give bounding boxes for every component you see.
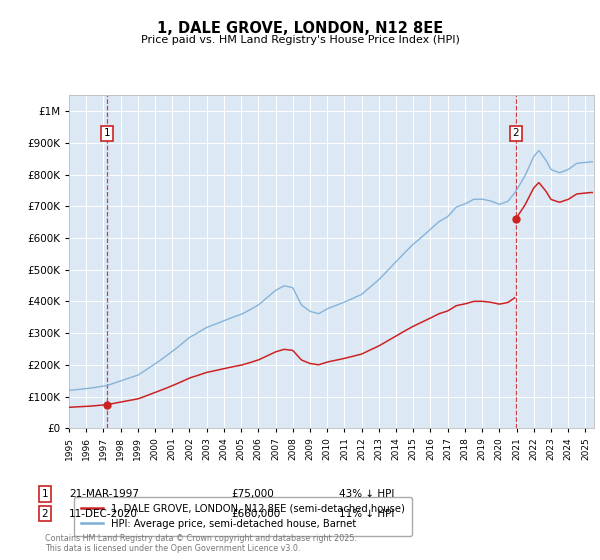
Text: 11-DEC-2020: 11-DEC-2020: [69, 508, 138, 519]
Legend: 1, DALE GROVE, LONDON, N12 8EE (semi-detached house), HPI: Average price, semi-d: 1, DALE GROVE, LONDON, N12 8EE (semi-det…: [74, 497, 412, 536]
Text: 1: 1: [104, 128, 110, 138]
Text: 43% ↓ HPI: 43% ↓ HPI: [339, 489, 394, 499]
Text: 21-MAR-1997: 21-MAR-1997: [69, 489, 139, 499]
Text: 2: 2: [41, 508, 49, 519]
Text: £75,000: £75,000: [231, 489, 274, 499]
Text: Contains HM Land Registry data © Crown copyright and database right 2025.
This d: Contains HM Land Registry data © Crown c…: [45, 534, 357, 553]
Text: 2: 2: [512, 128, 519, 138]
Text: 1, DALE GROVE, LONDON, N12 8EE: 1, DALE GROVE, LONDON, N12 8EE: [157, 21, 443, 36]
Text: Price paid vs. HM Land Registry's House Price Index (HPI): Price paid vs. HM Land Registry's House …: [140, 35, 460, 45]
Text: £660,000: £660,000: [231, 508, 280, 519]
Text: 11% ↓ HPI: 11% ↓ HPI: [339, 508, 394, 519]
Text: 1: 1: [41, 489, 49, 499]
